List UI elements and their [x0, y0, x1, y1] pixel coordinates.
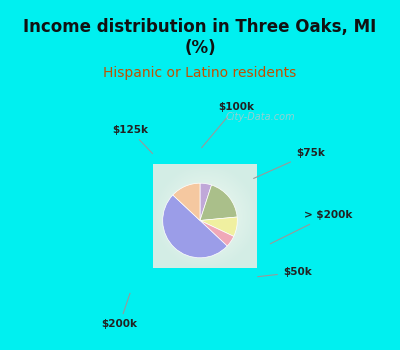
Wedge shape: [163, 195, 227, 258]
Text: $100k: $100k: [202, 102, 254, 148]
Text: > $200k: > $200k: [270, 210, 352, 244]
Text: City-Data.com: City-Data.com: [226, 112, 296, 122]
Text: $50k: $50k: [258, 267, 312, 277]
Text: $200k: $200k: [102, 293, 138, 329]
Wedge shape: [200, 183, 212, 220]
Wedge shape: [200, 217, 237, 236]
Text: Income distribution in Three Oaks, MI
(%): Income distribution in Three Oaks, MI (%…: [23, 18, 377, 57]
Text: $75k: $75k: [254, 148, 325, 178]
Wedge shape: [200, 220, 234, 246]
Text: Hispanic or Latino residents: Hispanic or Latino residents: [103, 66, 297, 80]
Text: $125k: $125k: [112, 125, 152, 154]
Wedge shape: [173, 183, 200, 220]
Wedge shape: [200, 185, 237, 220]
